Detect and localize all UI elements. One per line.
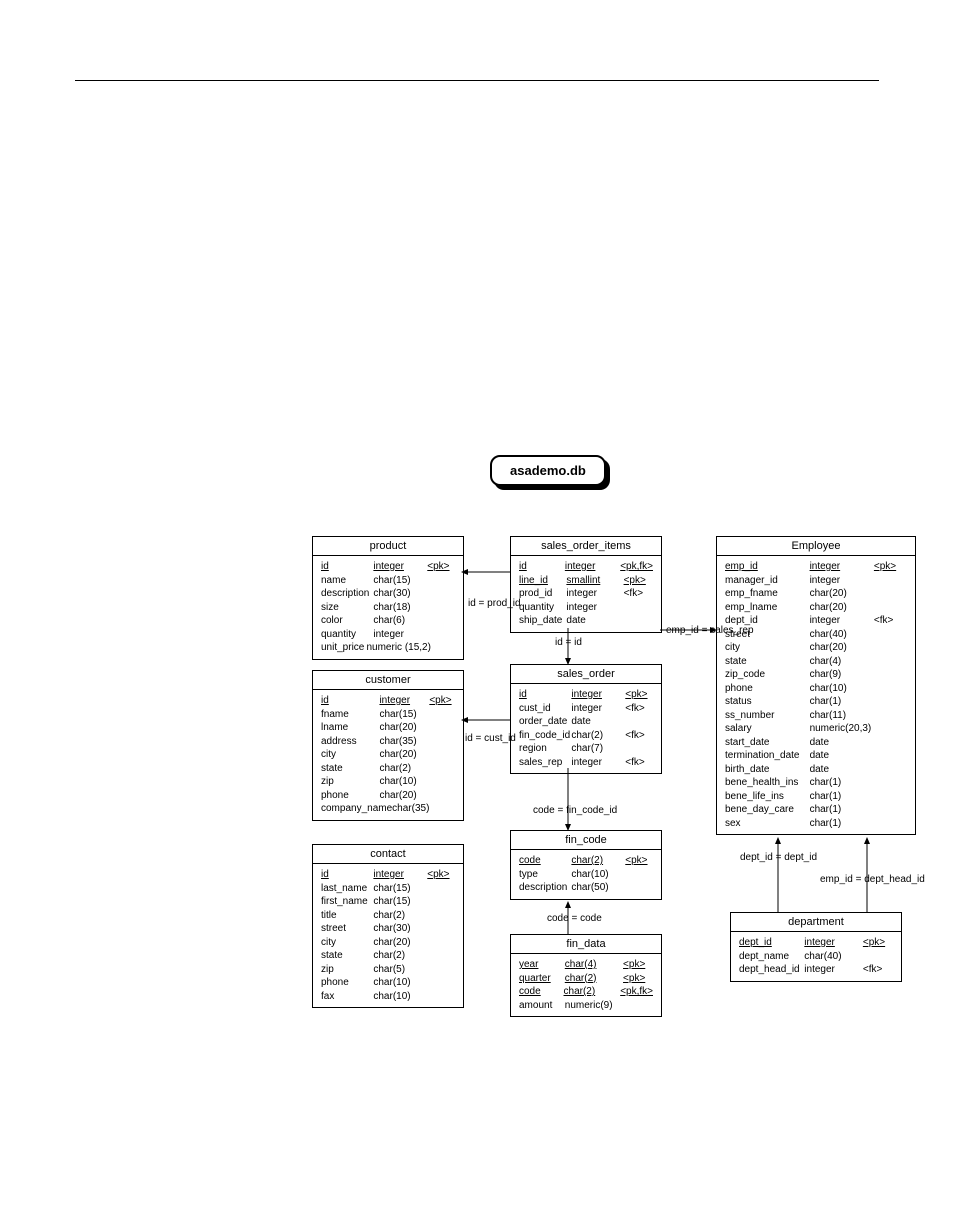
relationship-label: emp_id = dept_head_id	[820, 874, 925, 885]
relationship-r8	[0, 0, 954, 1227]
page: asademo.db productidinteger<pk>namechar(…	[0, 0, 954, 1227]
